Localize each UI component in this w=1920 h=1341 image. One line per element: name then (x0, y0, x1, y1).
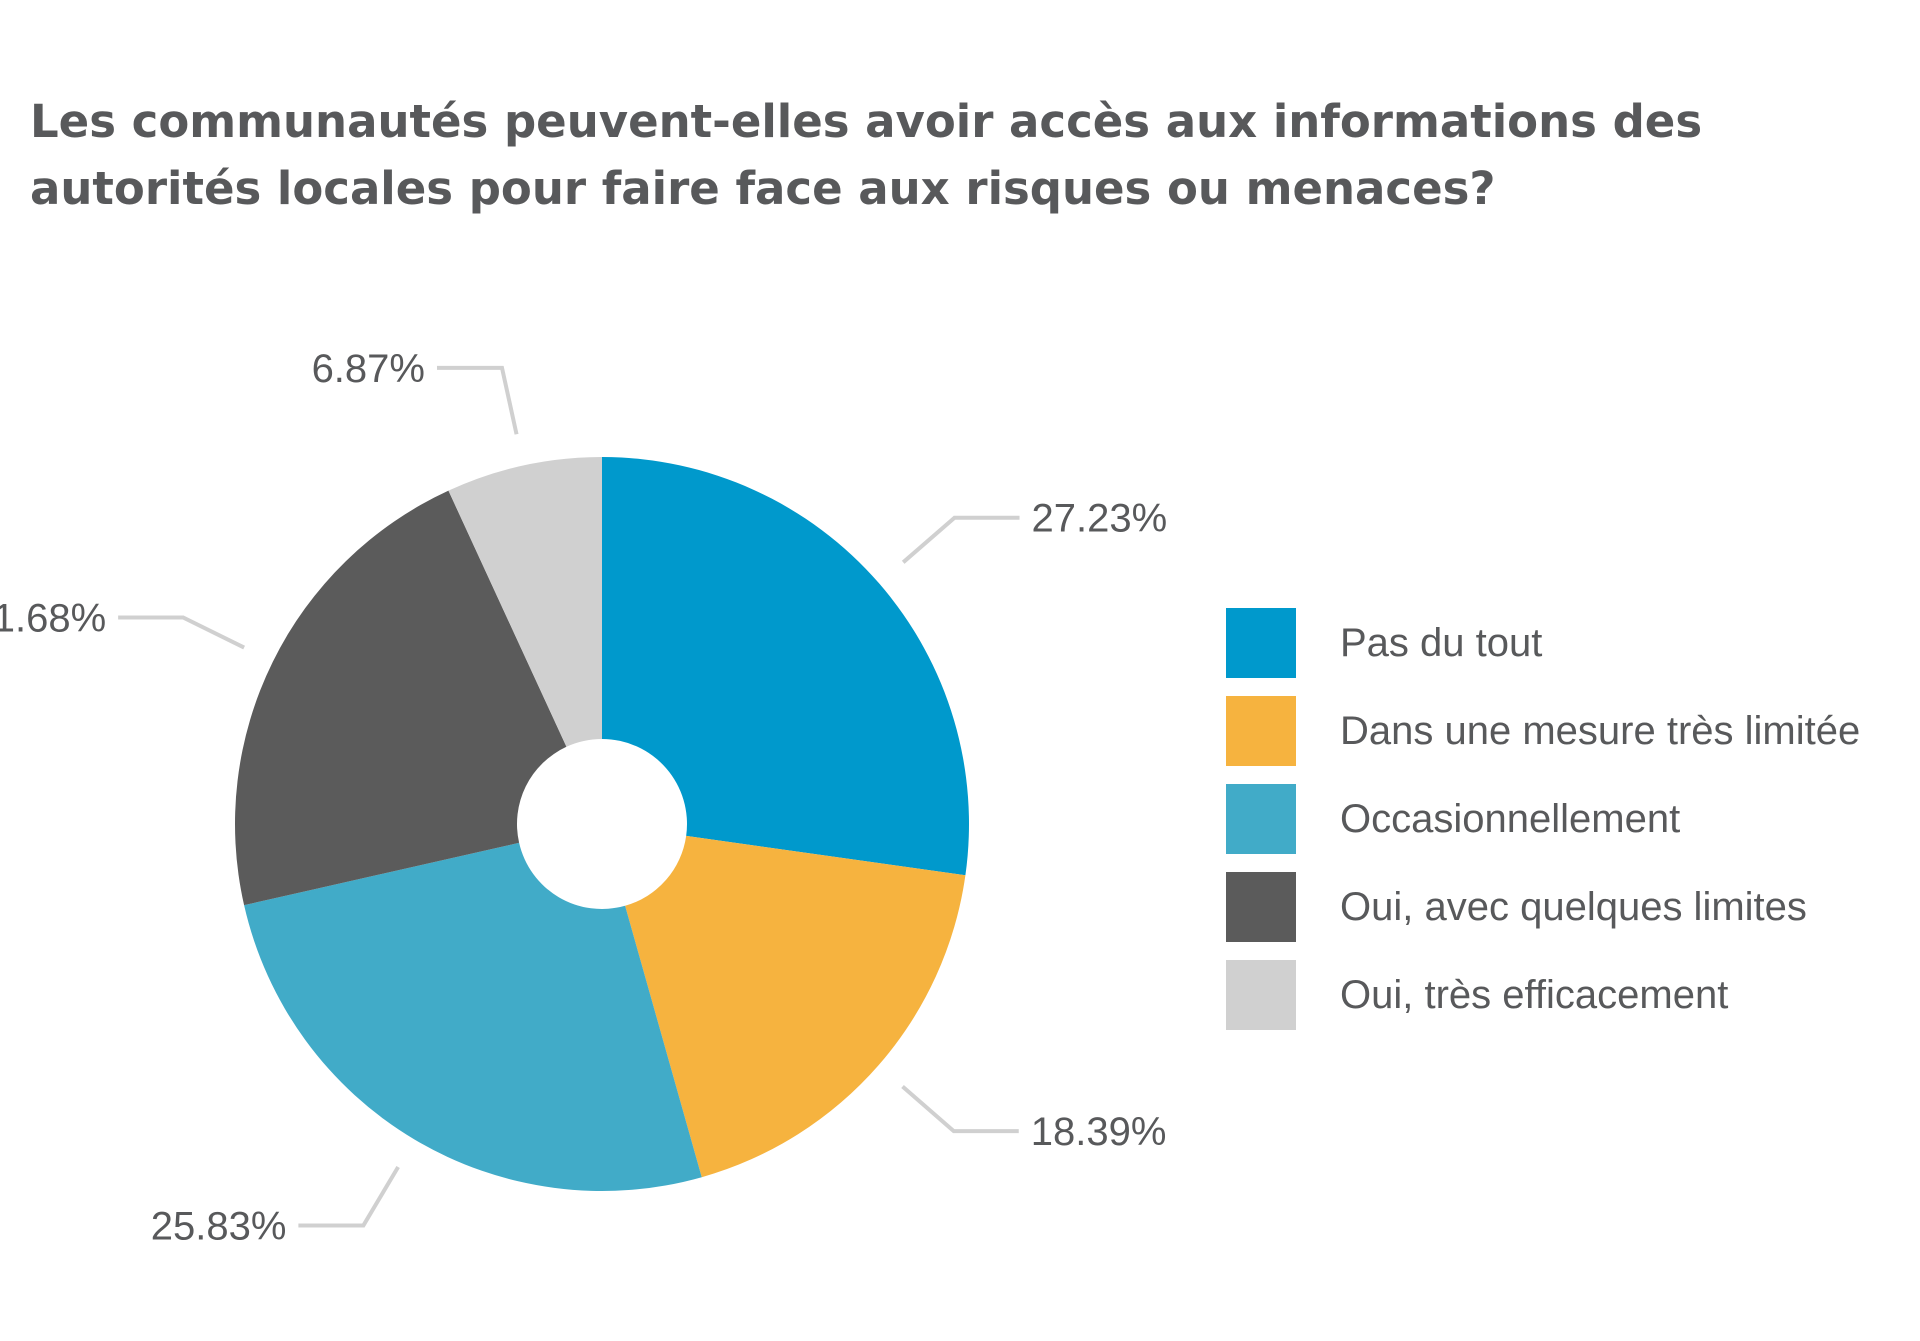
legend-label-5: Oui, très efficacement (1340, 973, 1728, 1017)
leader-line-2 (901, 1084, 1019, 1134)
leader-line-4 (118, 615, 246, 650)
legend-swatch-4 (1226, 872, 1296, 942)
leader-lines-group (118, 365, 1020, 1228)
slices-group (235, 457, 969, 1191)
data-label-2: 18.39% (1031, 1110, 1167, 1154)
legend-label-4: Oui, avec quelques limites (1340, 885, 1807, 929)
data-label-3: 25.83% (151, 1204, 287, 1248)
leader-line-5 (436, 365, 519, 435)
chart-title-line-2: autorités locales pour faire face aux ri… (30, 162, 1496, 215)
leader-line-3 (298, 1165, 400, 1228)
legend-label-2: Dans une mesure très limitée (1340, 709, 1860, 753)
leader-line-1 (901, 515, 1020, 564)
chart-title: Les communautés peuvent-elles avoir accè… (30, 88, 1830, 222)
legend-swatch-2 (1226, 696, 1296, 766)
data-labels-group: 27.23% 18.39% 25.83% 21.68% 6.87% (0, 347, 1167, 1249)
legend: Pas du tout Dans une mesure très limitée O… (1226, 608, 1860, 1030)
slice-3 (244, 842, 702, 1191)
slice-4 (235, 490, 567, 906)
chart-title-line-1: Les communautés peuvent-elles avoir accè… (30, 95, 1703, 148)
slice-2 (625, 835, 966, 1178)
data-label-4: 21.68% (0, 596, 106, 640)
legend-swatch-1 (1226, 608, 1296, 678)
legend-swatch-3 (1226, 784, 1296, 854)
slice-5 (448, 457, 602, 747)
legend-swatch-5 (1226, 960, 1296, 1030)
data-label-1: 27.23% (1032, 497, 1168, 541)
legend-label-1: Pas du tout (1340, 621, 1542, 665)
slice-1 (602, 457, 969, 876)
data-label-5: 6.87% (312, 347, 425, 391)
legend-label-3: Occasionnellement (1340, 797, 1680, 841)
